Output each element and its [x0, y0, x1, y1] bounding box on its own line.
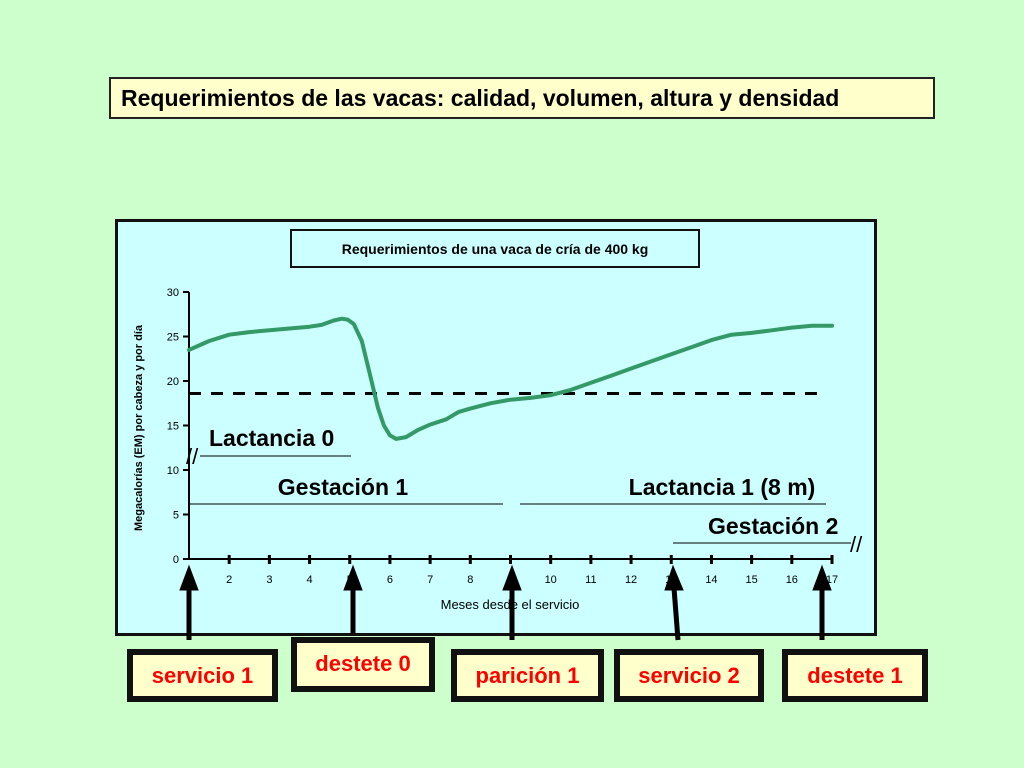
- series-line: [187, 316, 834, 441]
- y-tick-label: 10: [167, 465, 179, 477]
- y-tick-label: 5: [173, 510, 179, 522]
- y-tick-label: 20: [167, 376, 179, 388]
- x-tick-label: 7: [427, 574, 433, 586]
- y-tick-label: 0: [173, 554, 179, 566]
- arrow-head-destete-0: [343, 564, 363, 591]
- slide-title: Requerimientos de las vacas: calidad, vo…: [109, 77, 935, 119]
- x-tick-label: 14: [705, 574, 717, 586]
- chart-title: Requerimientos de una vaca de cría de 40…: [342, 241, 649, 257]
- arrow-head-destete-1: [812, 564, 832, 591]
- y-axis-ticks: 0 5 10 15 20 25 30: [167, 287, 189, 566]
- arrow-head-servicio-1: [179, 564, 199, 591]
- arrow-servicio-2: [671, 587, 681, 641]
- x-tick-label: 3: [266, 574, 272, 586]
- x-tick-label: 6: [387, 574, 393, 586]
- x-tick-label: 4: [307, 574, 313, 586]
- x-tick-label: 2: [226, 574, 232, 586]
- x-tick-label: 11: [585, 574, 596, 586]
- x-tick-label: 8: [467, 574, 473, 586]
- annotation-gestacion-2: Gestación 2: [708, 513, 838, 539]
- x-tick-label: 16: [786, 574, 798, 586]
- event-paricion-1: parición 1: [451, 649, 604, 702]
- chart-title-box: [290, 229, 700, 268]
- event-destete-1: destete 1: [782, 649, 928, 702]
- y-tick-label: 25: [167, 332, 179, 344]
- x-tick-label: 10: [545, 574, 557, 586]
- y-axis-label: Megacalorías (EM) por cabeza y por día: [133, 324, 145, 531]
- x-tick-label: 15: [746, 574, 758, 586]
- x-tick-label: 17: [826, 574, 838, 586]
- y-tick-label: 30: [167, 287, 179, 299]
- chart-panel: [115, 219, 877, 636]
- annotation-lactancia-1: Lactancia 1 (8 m): [629, 474, 816, 500]
- break-mark-right: //: [850, 532, 863, 557]
- arrow-head-servicio-2: [664, 564, 684, 591]
- event-servicio-1: servicio 1: [127, 649, 278, 702]
- event-arrows: [179, 564, 832, 641]
- break-mark-left: //: [186, 444, 199, 469]
- arrow-head-paricion-1: [502, 564, 522, 591]
- event-servicio-2: servicio 2: [614, 649, 764, 702]
- annotation-gestacion-1: Gestación 1: [278, 474, 409, 500]
- event-destete-0: destete 0: [291, 637, 435, 692]
- y-tick-label: 15: [167, 421, 179, 433]
- annotation-lactancia-0: Lactancia 0: [209, 425, 334, 451]
- x-tick-label: 12: [625, 574, 637, 586]
